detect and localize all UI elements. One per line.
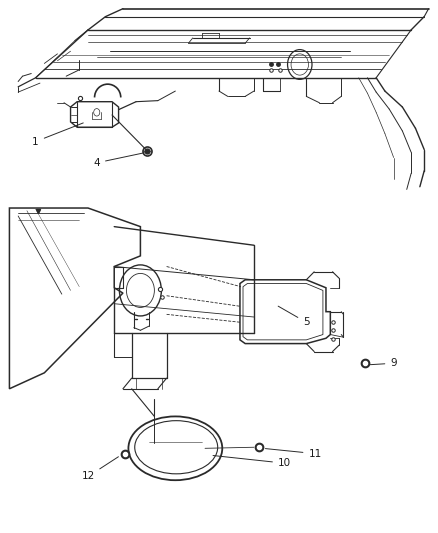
Text: 10: 10 [213, 456, 291, 468]
Text: 9: 9 [370, 358, 397, 368]
Text: 12: 12 [81, 457, 118, 481]
Text: 1: 1 [32, 123, 83, 147]
Text: 11: 11 [265, 449, 321, 458]
Text: 5: 5 [278, 306, 310, 327]
Text: 4: 4 [93, 153, 144, 168]
